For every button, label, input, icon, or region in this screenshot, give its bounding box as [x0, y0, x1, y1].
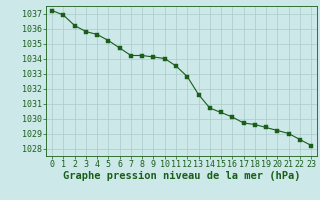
X-axis label: Graphe pression niveau de la mer (hPa): Graphe pression niveau de la mer (hPa) [63, 171, 300, 181]
